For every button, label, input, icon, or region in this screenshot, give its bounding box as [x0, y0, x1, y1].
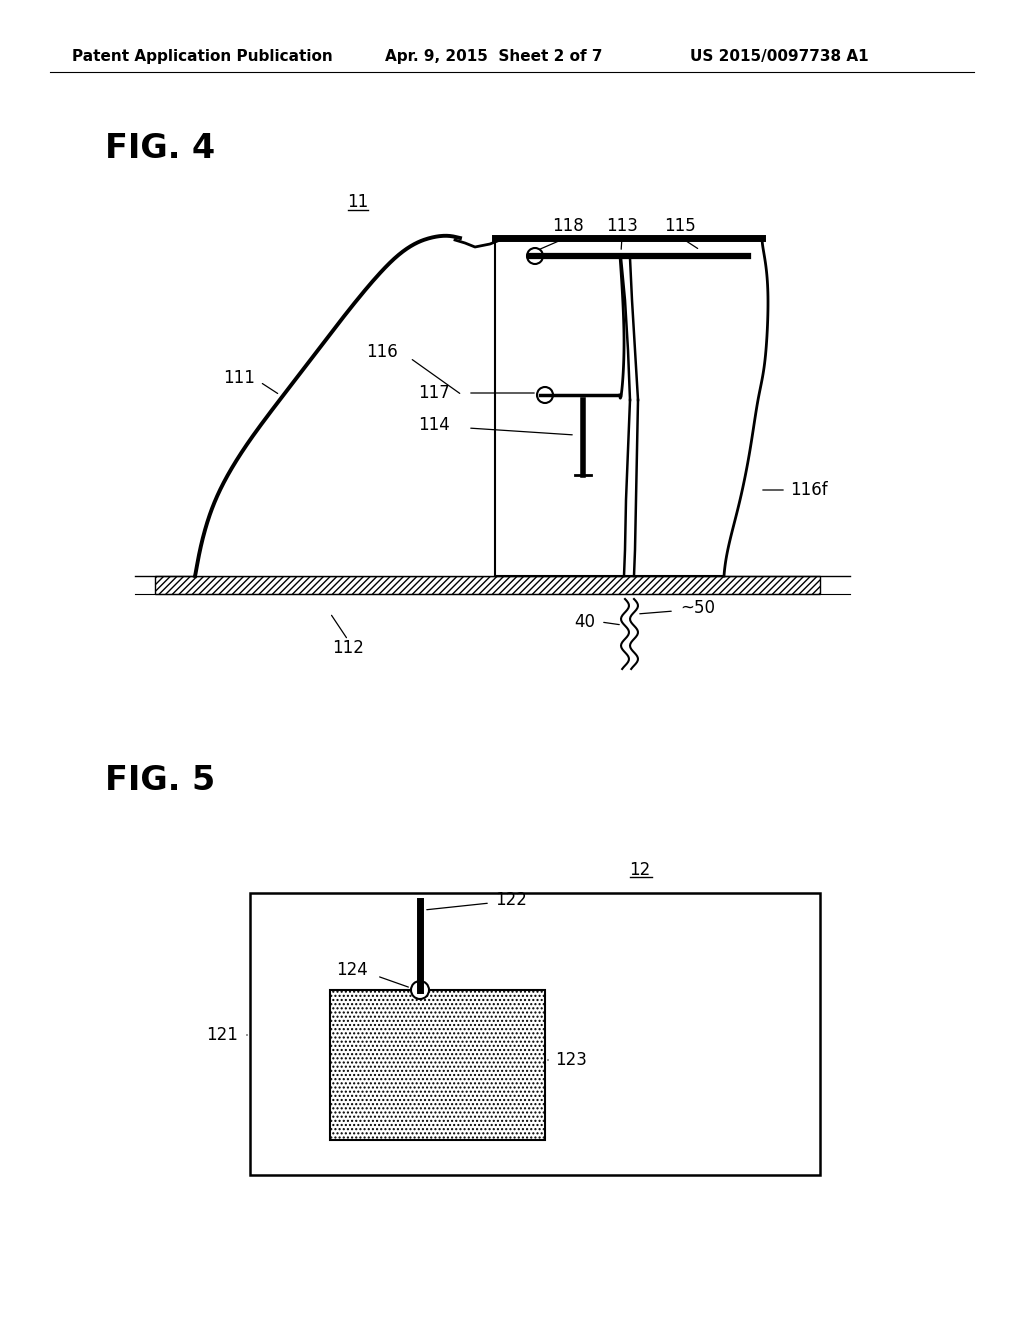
Text: 118: 118 — [552, 216, 584, 235]
Text: US 2015/0097738 A1: US 2015/0097738 A1 — [690, 49, 868, 65]
Circle shape — [411, 981, 429, 999]
Bar — [250, 894, 820, 1175]
Text: 122: 122 — [495, 891, 527, 909]
Text: 114: 114 — [418, 416, 450, 434]
Text: 124: 124 — [336, 961, 368, 979]
Text: 116f: 116f — [790, 480, 827, 499]
Circle shape — [537, 387, 553, 403]
Text: 123: 123 — [555, 1051, 587, 1069]
Text: 112: 112 — [332, 639, 364, 657]
Text: 11: 11 — [347, 193, 369, 211]
Text: 40: 40 — [574, 612, 595, 631]
Text: 117: 117 — [418, 384, 450, 403]
Circle shape — [527, 248, 543, 264]
Text: Patent Application Publication: Patent Application Publication — [72, 49, 333, 65]
Text: 116: 116 — [367, 343, 398, 360]
Text: 115: 115 — [665, 216, 696, 235]
Text: FIG. 5: FIG. 5 — [105, 763, 215, 796]
Text: Apr. 9, 2015  Sheet 2 of 7: Apr. 9, 2015 Sheet 2 of 7 — [385, 49, 602, 65]
Polygon shape — [195, 238, 495, 576]
Bar — [155, 576, 820, 594]
Text: 111: 111 — [223, 370, 255, 387]
Text: ~50: ~50 — [680, 599, 715, 616]
Polygon shape — [495, 238, 768, 576]
Text: 12: 12 — [630, 861, 650, 879]
Text: 113: 113 — [606, 216, 638, 235]
Text: FIG. 4: FIG. 4 — [105, 132, 215, 165]
Text: 121: 121 — [206, 1026, 238, 1044]
Polygon shape — [330, 990, 545, 1140]
